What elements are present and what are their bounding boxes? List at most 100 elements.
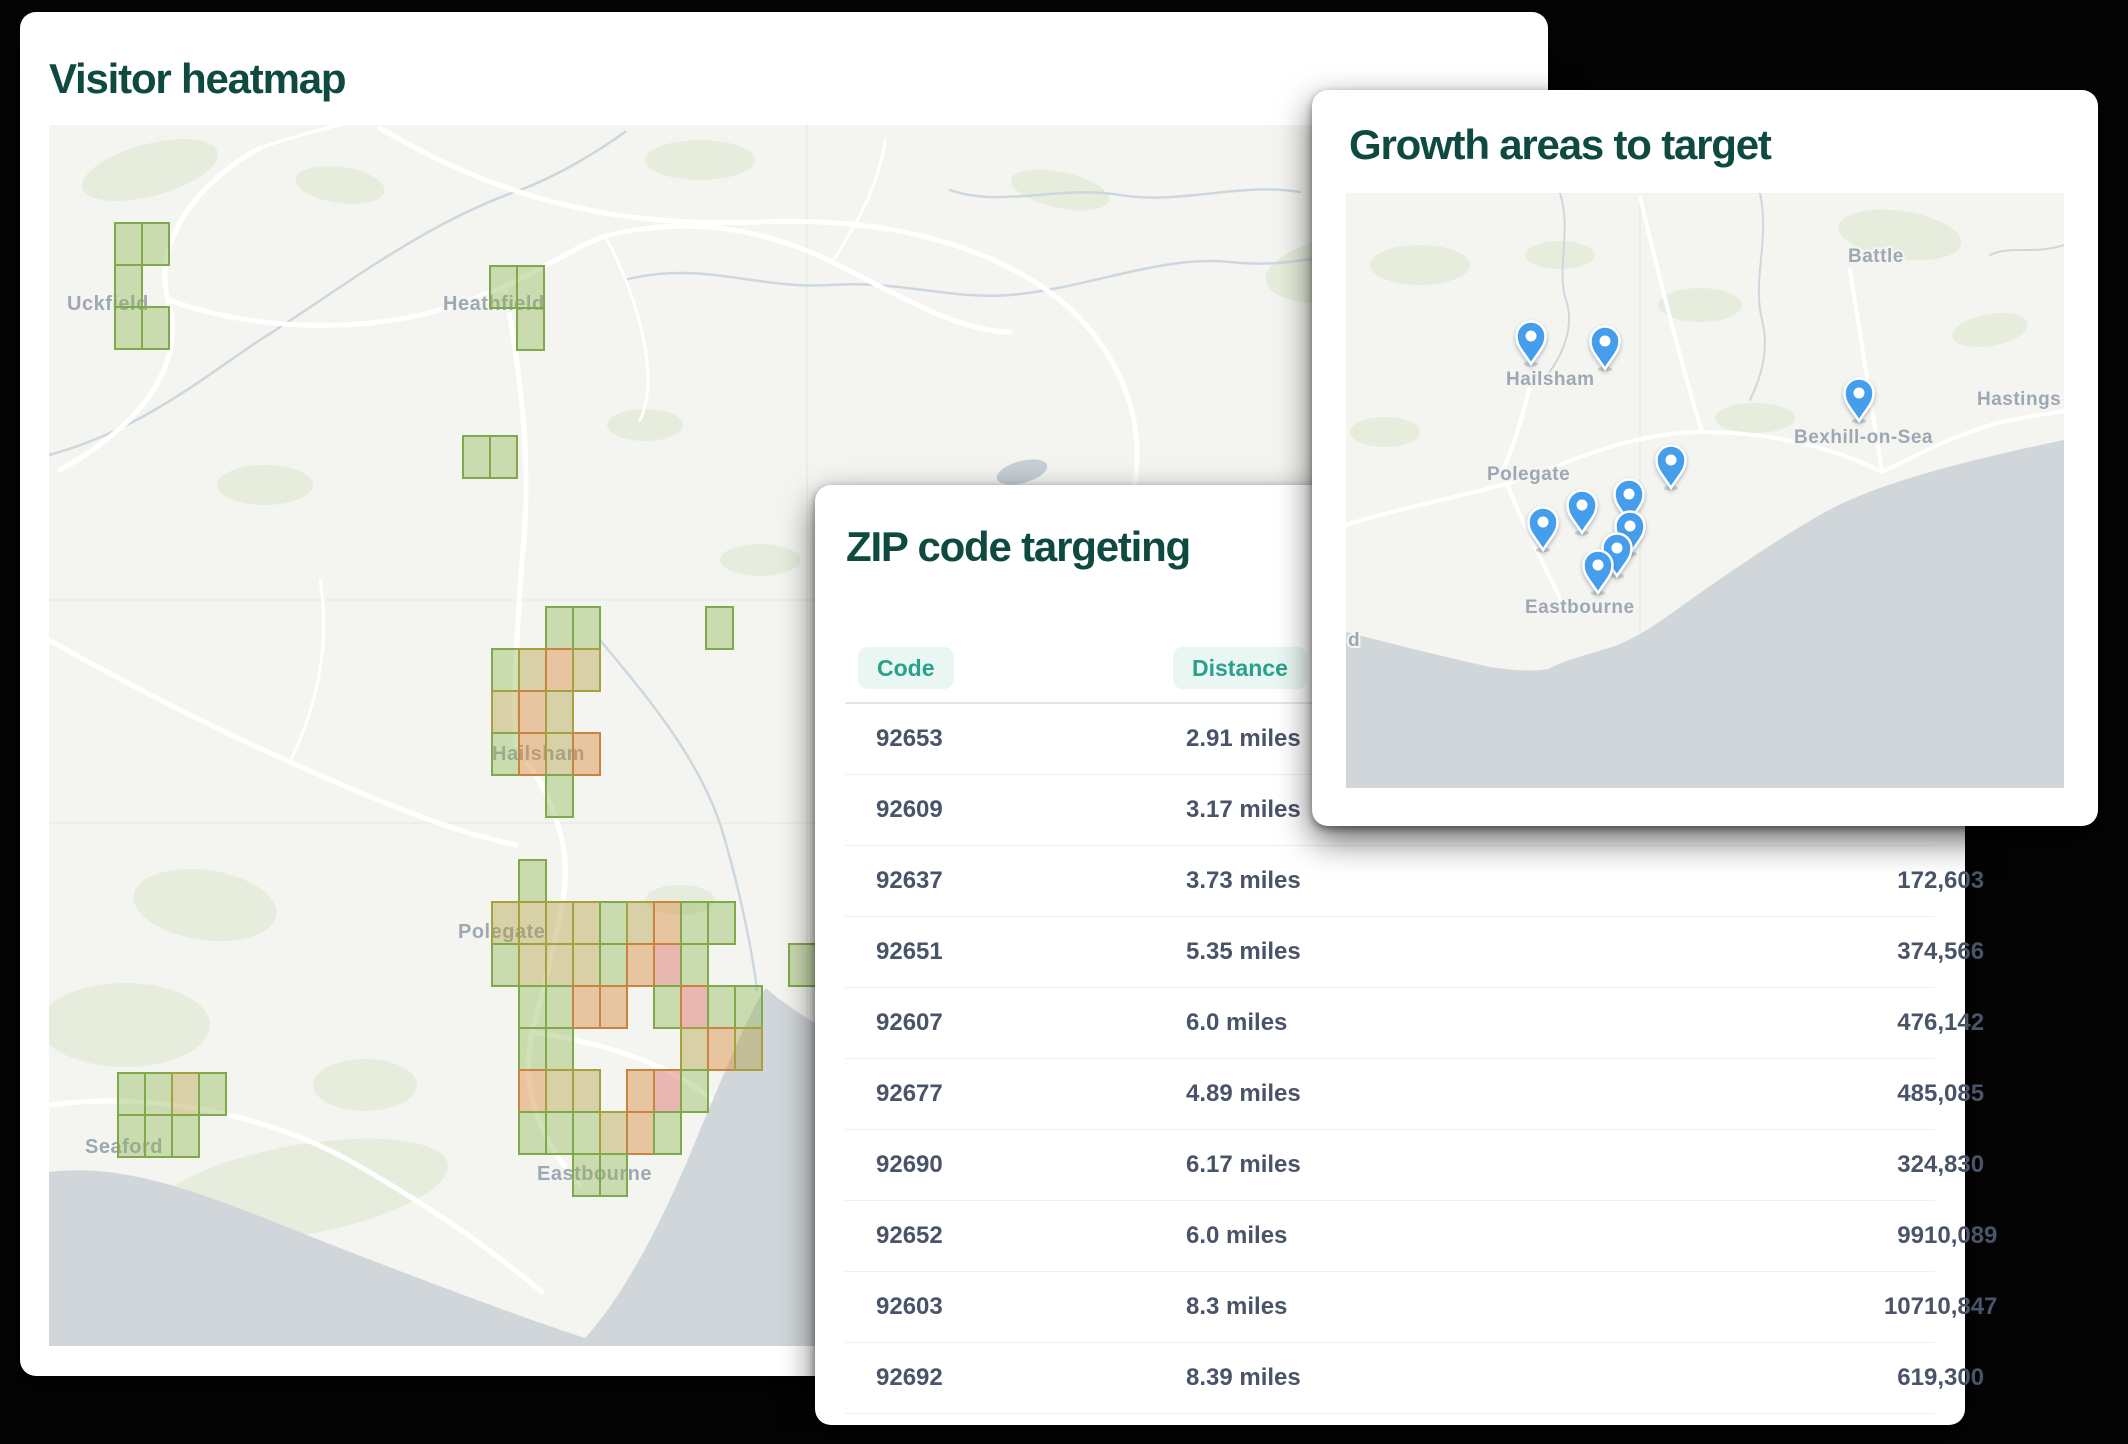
table-cell: 4,830 [1924,1151,1985,1178]
table-cell: 4.89 miles [1186,1080,1301,1107]
table-cell: 9,300 [1924,1364,1985,1391]
table-row[interactable]: 92692 8.39 miles 61 9,300 [845,1343,1984,1414]
pin-dot [1611,542,1623,554]
sea [1346,440,2064,788]
heatmap-cell [572,1069,601,1113]
heatmap-cell [545,606,574,650]
map-pin-icon[interactable] [1843,377,1875,424]
heatmap-cell [141,306,170,350]
heatmap-cell [599,985,628,1029]
road [1499,380,1564,604]
table-row[interactable]: 92677 4.89 miles 48 5,085 [845,1059,1984,1130]
heatmap-cell [518,901,547,945]
table-row[interactable]: 92637 3.73 miles 17 2,603 [845,846,1984,917]
heatmap-cell [680,1069,709,1113]
place-label: Hastings [1977,389,2061,410]
place-label: Seaford [85,1136,163,1158]
heatmap-cell [462,435,491,479]
road [1346,409,2064,527]
place-label: Bexhill-on-Sea [1794,427,1933,448]
heatmap-cell [599,943,628,987]
road-minor [603,234,650,422]
river [598,638,759,992]
heatmap-cell [114,222,143,266]
heatmap-cell [518,690,547,734]
map-pin-icon[interactable] [1582,549,1614,596]
table-row[interactable]: 92690 6.17 miles 32 4,830 [845,1130,1984,1201]
table-cell: 10,089 [1924,1222,1998,1249]
heatmap-cell [518,985,547,1029]
table-row[interactable]: 92607 6.0 miles 47 6,142 [845,988,1984,1059]
pin-body [1582,549,1614,596]
table-cell: 5.35 miles [1186,938,1301,965]
heatmap-cell [626,901,655,945]
column-header-code[interactable]: Code [858,647,954,689]
terrain-patch [1350,417,1420,447]
table-cell: 92692 [876,1364,943,1391]
terrain-patch [1658,288,1742,322]
heatmap-cell [171,1114,200,1158]
terrain-patch [82,139,218,201]
heatmap-cell [572,648,601,692]
pin-dot [1592,559,1604,571]
pin-dot [1576,499,1588,511]
zip-targeting-title: ZIP code targeting [846,523,1191,570]
heatmap-cell [626,1111,655,1155]
pin-body [1613,478,1645,525]
heatmap-cell [653,1111,682,1155]
heatmap-cell [705,606,734,650]
pin-dot [1665,454,1677,466]
heatmap-cell [516,265,545,309]
map-pin-icon[interactable] [1589,325,1621,372]
table-row[interactable]: 92603 8.3 miles 107 10,847 [845,1272,1997,1343]
pin-dot [1525,330,1537,342]
heatmap-cell [516,307,545,351]
pin-body [1589,325,1621,372]
heatmap-cell [114,306,143,350]
growth-areas-card: Growth areas to target Battle Hastings Bex… [1312,90,2098,826]
table-cell: 92690 [876,1151,943,1178]
heatmap-cell [572,1153,601,1197]
heatmap-cell [572,732,601,776]
heatmap-cell [518,1111,547,1155]
place-label: Polegate [458,921,545,943]
heatmap-cell [144,1114,173,1158]
table-cell: 5,085 [1924,1080,1985,1107]
heatmap-cell [491,690,520,734]
table-row[interactable]: 92652 6.0 miles 99 10,089 [845,1201,1997,1272]
river [1541,193,1571,383]
table-cell: 4,566 [1924,938,1985,965]
growth-areas-map[interactable]: Battle Hastings Bexhill-on-Sea Hailsham Pole… [1346,193,2064,788]
heatmap-cells [114,222,817,1197]
place-label: Eastbourne [537,1163,652,1185]
table-cell: 6.0 miles [1186,1222,1288,1249]
table-cell: 92603 [876,1293,943,1320]
column-header-distance[interactable]: Distance [1173,647,1307,689]
terrain-patch [313,1059,417,1111]
map-pin-icon[interactable] [1566,489,1598,536]
pin-body [1566,489,1598,536]
table-row[interactable]: 92651 5.35 miles 37 4,566 [845,917,1984,988]
heatmap-cell [114,264,143,308]
growth-areas-title: Growth areas to target [1349,121,1772,168]
map-pin-icon[interactable] [1527,506,1559,553]
river [948,188,1302,199]
heatmap-cell [572,985,601,1029]
terrain-patch [720,544,800,576]
terrain-patch [217,465,313,505]
table-cell: 92607 [876,1009,943,1036]
heatmap-cell [117,1114,146,1158]
table-row[interactable]: 92609 3.17 miles [845,775,1935,846]
terrain-patch [1525,241,1595,269]
map-pin-icon[interactable] [1515,320,1547,367]
table-cell: 61 [1897,1364,1924,1391]
heatmap-cell [572,901,601,945]
heatmap-cell [707,901,736,945]
pin-dot [1624,520,1636,532]
place-label: Battle [1848,246,1904,267]
pin-dot [1599,335,1611,347]
visitor-heatmap-title: Visitor heatmap [49,55,347,102]
map-pin-icon[interactable] [1655,444,1687,491]
heatmap-cell [545,648,574,692]
heatmap-cell [545,690,574,734]
